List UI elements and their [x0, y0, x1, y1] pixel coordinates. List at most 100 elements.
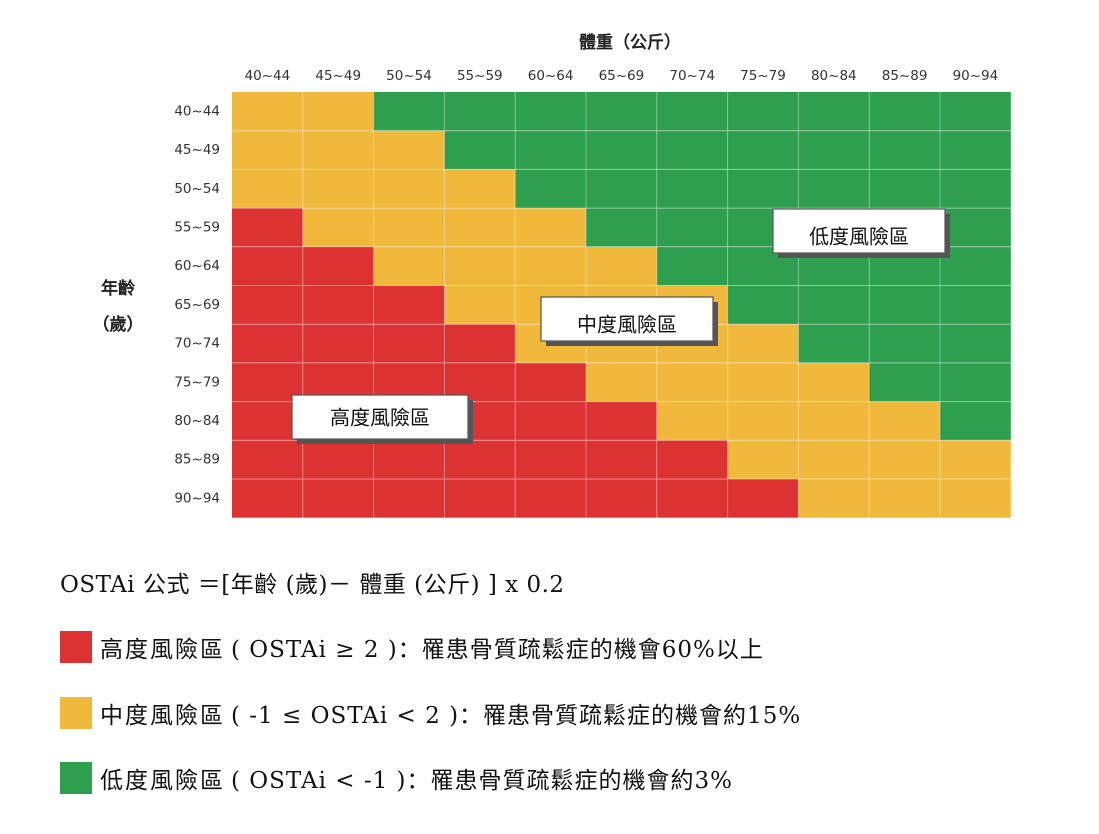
heatmap-cell [656, 169, 728, 209]
x-tick-label: 90~94 [953, 68, 999, 84]
heatmap-cell [798, 92, 870, 131]
heatmap-cell [940, 208, 1011, 247]
heatmap-cell [302, 479, 374, 518]
heatmap-cell [869, 479, 940, 518]
heatmap-cell [656, 246, 728, 286]
heatmap-cell [798, 130, 870, 170]
heatmap-cell [586, 440, 657, 479]
heatmap-cell [869, 169, 940, 209]
heatmap-cell [727, 362, 799, 402]
heatmap-cell [798, 440, 870, 479]
legend-desc-high: ( OSTAi ≥ 2 )：罹患骨質疏鬆症的機會60%以上 [231, 637, 764, 663]
heatmap-cell [515, 440, 586, 479]
heatmap-cell [727, 401, 799, 441]
x-tick-label: 40~44 [245, 68, 291, 84]
heatmap-cell [373, 208, 445, 247]
heatmap-cell [232, 130, 303, 170]
heatmap-cell [869, 285, 940, 325]
heatmap-cell [727, 440, 799, 479]
heatmap-cell [444, 169, 516, 209]
heatmap-cell [869, 440, 940, 479]
heatmap-cell [515, 401, 586, 441]
heatmap-cell [798, 401, 870, 441]
heatmap-cell [444, 130, 516, 170]
heatmap-cell [656, 92, 728, 131]
heatmap-cell [727, 479, 799, 518]
zone-label-high-text: 高度風險區 [330, 406, 430, 430]
heatmap-cell [232, 92, 303, 131]
heatmap-cell [798, 285, 870, 325]
y-axis-title-line2: （歲） [93, 314, 144, 335]
legend-item-low: 低度風險區 ( OSTAi < -1 )：罹患骨質疏鬆症的機會約3% [60, 761, 733, 795]
heatmap-cell [940, 479, 1011, 518]
x-tick-label: 55~59 [457, 68, 503, 84]
heatmap-cell [444, 92, 516, 131]
heatmap-cell [302, 208, 374, 247]
legend-item-medium: 中度風險區 ( -1 ≤ OSTAi < 2 )：罹患骨質疏鬆症的機會約15% [60, 696, 801, 730]
heatmap-cell [656, 401, 728, 441]
x-tick-label: 75~79 [740, 68, 786, 84]
heatmap-cell [302, 130, 374, 170]
heatmap-cell [940, 92, 1011, 131]
heatmap-cell [586, 479, 657, 518]
heatmap-cell [515, 169, 586, 209]
heatmap-cell [232, 208, 303, 247]
heatmap-cell [869, 324, 940, 363]
heatmap-cell [444, 479, 516, 518]
heatmap-cell [373, 246, 445, 286]
legend-label-low: 低度風險區 [100, 768, 225, 794]
heatmap-cell [586, 362, 657, 402]
heatmap-cell [869, 92, 940, 131]
heatmap-cell [586, 169, 657, 209]
ostai-risk-heatmap: 體重（公斤） 年齡 （歲） 40~44 45~49 50~54 55~59 60~64 6… [93, 32, 1011, 518]
heatmap-cell [940, 440, 1011, 479]
heatmap-cell [515, 362, 586, 402]
legend-label-high: 高度風險區 [100, 637, 225, 663]
y-tick-label: 90~94 [174, 490, 220, 506]
heatmap-cell [302, 324, 374, 363]
x-axis-title: 體重（公斤） [579, 32, 681, 53]
y-tick-labels: 40~44 45~49 50~54 55~59 60~64 65~69 70~74 75~79… [174, 103, 220, 506]
heatmap-cell [515, 130, 586, 170]
heatmap-cell [869, 130, 940, 170]
heatmap-cell [656, 208, 728, 247]
heatmap-cell [798, 362, 870, 402]
x-tick-label: 85~89 [882, 68, 928, 84]
heatmap-cell [373, 130, 445, 170]
heatmap-cell [232, 324, 303, 363]
y-tick-label: 60~64 [174, 258, 220, 274]
heatmap-cell [232, 169, 303, 209]
y-tick-label: 50~54 [174, 181, 220, 197]
heatmap-cell [798, 169, 870, 209]
heatmap-cell [727, 130, 799, 170]
heatmap-cell [373, 324, 445, 363]
y-axis-title-line1: 年齡 [101, 278, 135, 299]
heatmap-cell [656, 479, 728, 518]
heatmap-cell [727, 285, 799, 325]
heatmap-cell [444, 440, 516, 479]
heatmap-cell [656, 362, 728, 402]
heatmap-cell [940, 285, 1011, 325]
heatmap-cell [444, 246, 516, 286]
x-tick-label: 45~49 [315, 68, 361, 84]
heatmap-cell [940, 362, 1011, 402]
heatmap-cell [586, 130, 657, 170]
heatmap-cell [869, 362, 940, 402]
ostai-formula: OSTAi 公式 ＝[年齡 (歲)－ 體重 (公斤) ] x 0.2 [60, 572, 565, 598]
heatmap-cell [940, 130, 1011, 170]
heatmap-cell [940, 246, 1011, 286]
heatmap-cell [302, 440, 374, 479]
heatmap-cell [586, 208, 657, 247]
heatmap-cell [232, 362, 303, 402]
heatmap-cell [940, 324, 1011, 363]
heatmap-cell [727, 324, 799, 363]
x-tick-label: 50~54 [386, 68, 432, 84]
heatmap-cell [232, 285, 303, 325]
heatmap-cell [232, 440, 303, 479]
heatmap-cell [444, 324, 516, 363]
y-tick-label: 55~59 [174, 219, 220, 235]
heatmap-cell [656, 130, 728, 170]
zone-label-high: 高度風險區 [291, 394, 473, 444]
heatmap-cell [302, 92, 374, 131]
x-tick-label: 80~84 [811, 68, 857, 84]
